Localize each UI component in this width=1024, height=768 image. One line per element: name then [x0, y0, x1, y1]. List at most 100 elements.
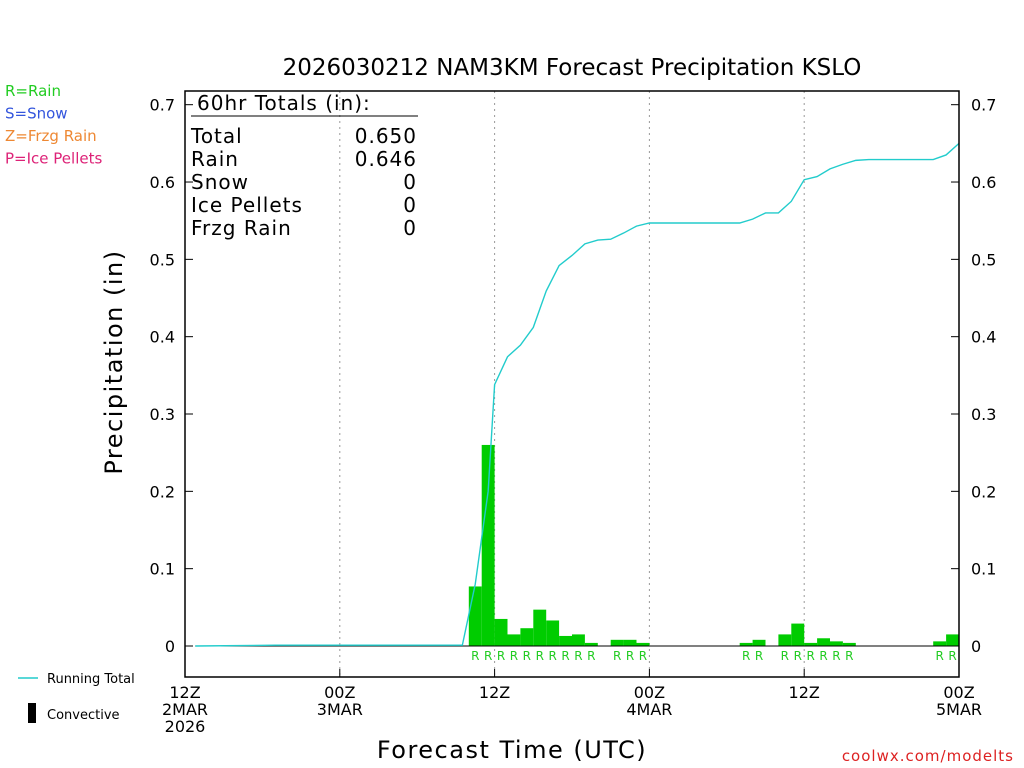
convective-swatch	[28, 703, 36, 723]
precip-bar	[830, 641, 843, 646]
precip-type-label: R	[613, 649, 621, 663]
precip-type-legend-item: S=Snow	[5, 105, 68, 123]
y-tick-label: 0	[971, 637, 981, 656]
x-tick-label: 12Z	[789, 683, 820, 702]
x-tick-label: 00Z	[324, 683, 355, 702]
precip-type-label: R	[548, 649, 556, 663]
precip-bar	[842, 642, 856, 646]
precip-bars	[468, 444, 959, 646]
plot-frame	[184, 90, 960, 678]
y-tick-label: 0.2	[971, 482, 996, 501]
precip-type-label: R	[806, 649, 814, 663]
y-tick-label: 0.6	[971, 173, 996, 192]
totals-row-value: 0.646	[355, 147, 417, 171]
precip-type-label: R	[755, 649, 763, 663]
precip-type-label: R	[948, 649, 956, 663]
y-tick-label: 0.5	[971, 250, 996, 269]
precip-type-label: R	[819, 649, 827, 663]
x-tick-label: 5MAR	[936, 700, 982, 719]
precip-bar	[804, 642, 818, 646]
y-tick-label: 0.4	[150, 328, 175, 347]
precip-bar	[610, 639, 624, 646]
precip-bar	[817, 638, 830, 646]
chart-title: 2026030212 NAM3KM Forecast Precipitation…	[283, 55, 862, 81]
y-tick-label: 0.7	[971, 96, 996, 115]
precip-bar	[636, 642, 650, 646]
x-tick-label: 00Z	[943, 683, 974, 702]
y-tick-label: 0	[165, 637, 175, 656]
precip-type-label: R	[523, 649, 531, 663]
precip-type-label: R	[561, 649, 569, 663]
running-total-line	[195, 142, 960, 647]
precip-bar	[933, 641, 947, 646]
precip-type-legend: R=Rain S=Snow Z=Frzg Rain P=Ice Pellets	[5, 82, 102, 168]
precip-type-label: R	[832, 649, 840, 663]
totals-row-value: 0	[403, 170, 417, 194]
precip-bar	[481, 444, 495, 646]
series-legend: Running Total Convective	[18, 672, 135, 723]
y-tick-label: 0.1	[150, 560, 175, 579]
totals-row-label: Snow	[191, 170, 249, 194]
totals-row-label: Ice Pellets	[191, 193, 303, 217]
precip-type-label: R	[471, 649, 479, 663]
x-tick-label: 12Z	[169, 683, 200, 702]
grid-lines	[339, 91, 805, 677]
totals-row-label: Total	[190, 124, 243, 148]
precip-type-label: R	[742, 649, 750, 663]
precip-type-label: R	[536, 649, 544, 663]
precip-bar	[572, 634, 585, 646]
precip-type-label: R	[587, 649, 595, 663]
precip-type-label: R	[845, 649, 853, 663]
x-axis-label: Forecast Time (UTC)	[377, 736, 647, 764]
precip-bar	[520, 628, 534, 646]
precip-bar	[778, 634, 792, 646]
precip-bar	[468, 586, 482, 646]
precip-bar	[791, 623, 805, 646]
totals-row-value: 0	[403, 193, 417, 217]
precip-type-legend-item: Z=Frzg Rain	[5, 127, 97, 145]
precip-type-label: R	[510, 649, 518, 663]
y-tick-label: 0.3	[150, 405, 175, 424]
precip-type-legend-item: R=Rain	[5, 82, 61, 100]
totals-row-value: 0	[403, 216, 417, 240]
y-tick-label: 0.2	[150, 482, 175, 501]
y-tick-label: 0.5	[150, 250, 175, 269]
precip-bar	[494, 618, 508, 646]
y-tick-label: 0.6	[150, 173, 175, 192]
precip-type-label: R	[794, 649, 802, 663]
precip-type-label: R	[484, 649, 492, 663]
precip-type-legend-item: P=Ice Pellets	[5, 150, 102, 168]
precip-type-label: R	[574, 649, 582, 663]
y-tick-label: 0.7	[150, 96, 175, 115]
precip-type-label: R	[497, 649, 505, 663]
y-tick-label: 0.1	[971, 560, 996, 579]
precip-type-label: R	[626, 649, 634, 663]
precip-bar	[559, 635, 572, 646]
x-tick-label: 2026	[165, 717, 206, 736]
precip-type-label: R	[781, 649, 789, 663]
y-tick-label: 0.4	[971, 328, 996, 347]
y-axis-label: Precipitation (in)	[100, 249, 128, 474]
running-total-legend-label: Running Total	[47, 672, 135, 687]
x-tick-label: 3MAR	[317, 700, 363, 719]
precip-bar	[584, 642, 598, 646]
totals-row-value: 0.650	[355, 124, 417, 148]
source-credit: coolwx.com/modelts	[842, 747, 1014, 765]
precip-bar	[533, 609, 547, 646]
x-tick-label: 4MAR	[626, 700, 672, 719]
precip-type-label: R	[935, 649, 943, 663]
precip-bar	[946, 634, 959, 646]
precip-bar	[507, 634, 521, 646]
precip-bar	[546, 620, 560, 646]
totals-box: 60hr Totals (in): Total 0.650 Rain 0.646 Sno…	[190, 91, 418, 240]
x-tick-label: 2MAR	[162, 700, 208, 719]
y-axis-right: 0 0.1 0.2 0.3 0.4 0.5 0.6 0.7	[951, 96, 996, 656]
x-tick-label: 00Z	[634, 683, 665, 702]
totals-heading: 60hr Totals (in):	[197, 91, 371, 115]
precip-type-label: R	[639, 649, 647, 663]
convective-legend-label: Convective	[47, 708, 120, 723]
precip-bar	[752, 639, 766, 646]
precip-bar	[623, 639, 637, 646]
